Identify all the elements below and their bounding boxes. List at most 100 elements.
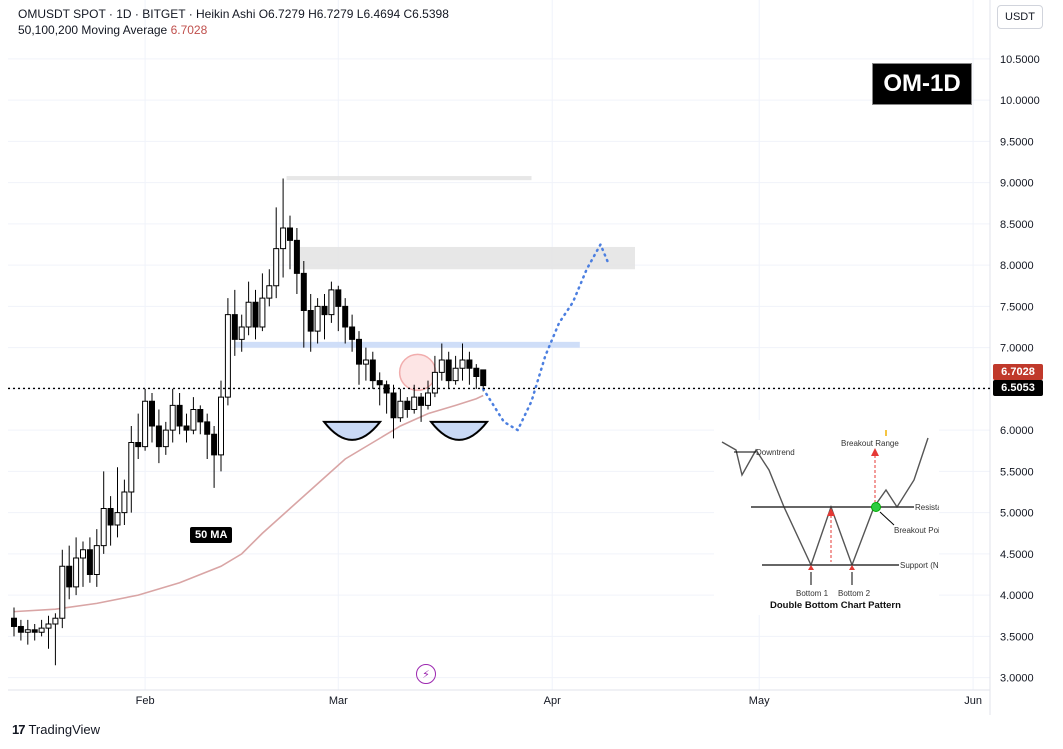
price-tick-label: 8.0000 [1000, 260, 1034, 272]
candle-body-down [473, 367, 480, 377]
candle [438, 343, 445, 381]
candle [425, 380, 431, 410]
candle [259, 273, 266, 332]
candle-body-down [287, 227, 293, 241]
candle [287, 215, 293, 270]
candle-body-down [369, 359, 376, 382]
price-tick-label: 6.0000 [1000, 425, 1034, 437]
price-zones [234, 176, 635, 348]
candle [293, 228, 300, 294]
candle-body-down [376, 380, 383, 386]
diagram-resistance-label: Resistance [915, 503, 939, 512]
diagram-price-path [721, 437, 929, 568]
candle-body-down [204, 421, 211, 435]
candle [238, 314, 245, 352]
ma-legend-label: 50,100,200 Moving Average [18, 23, 168, 37]
ma-legend-value: 6.7028 [170, 23, 208, 37]
candle [321, 294, 328, 340]
candle-body-down [252, 301, 259, 328]
candle-body-up [459, 359, 466, 369]
candle-body-down [176, 404, 183, 427]
candle-body-up [259, 297, 266, 328]
candle-body-up [266, 285, 273, 299]
candle-body-down [17, 625, 24, 633]
candle-body-up [238, 326, 245, 340]
candle [183, 413, 190, 443]
candle-body-up [142, 400, 149, 448]
candle [197, 405, 204, 435]
moving-average-layer [13, 394, 484, 613]
projection-layer [481, 241, 609, 432]
price-tick-label: 4.5000 [1000, 549, 1034, 561]
candle-body-down [66, 565, 73, 588]
double-bottom-diagram: Downtrend Breakout Range Resistance Brea… [714, 420, 967, 615]
diagram-svg: Downtrend Breakout Range Resistance Brea… [721, 430, 967, 611]
candle-body-up [431, 371, 438, 394]
candle-body-down [349, 326, 356, 340]
candle-body-down [197, 409, 204, 423]
candle [266, 269, 273, 307]
diagram-downtrend-label: Downtrend [756, 448, 795, 457]
diagram-top-marker [885, 430, 887, 436]
price-tick-label: 5.0000 [1000, 508, 1034, 520]
highlight-circle [398, 353, 437, 392]
candle [128, 426, 135, 513]
candle-body-up [452, 367, 459, 382]
candle-body-up [438, 359, 445, 373]
candle [149, 393, 155, 443]
bottom-2-arc [429, 420, 490, 441]
candle-body-down [342, 305, 349, 328]
ma-price-tag: 6.7028 [993, 364, 1043, 381]
candle [114, 467, 121, 538]
candle-body-up [218, 396, 224, 456]
time-tick-label: Mar [329, 695, 348, 707]
ticker-badge: OM-1D [872, 63, 972, 105]
candles-layer [11, 178, 487, 666]
candle [169, 388, 176, 443]
candle [362, 347, 369, 381]
diagram-breakout-point-dot [871, 502, 881, 512]
candle-body-up [73, 557, 80, 588]
candle-body-down [86, 549, 93, 575]
candle [397, 388, 404, 422]
candle [24, 619, 31, 645]
candle [17, 619, 24, 641]
chart-legend: OMUSDT SPOT · 1D · BITGET · Heikin Ashi … [18, 6, 449, 38]
candle [155, 409, 162, 464]
candle-body-up [362, 359, 369, 365]
candle [121, 479, 128, 525]
time-tick-label: Jun [964, 695, 982, 707]
tradingview-footer[interactable]: 17 TradingView [12, 722, 100, 737]
diagram-range-arrowhead-2 [871, 448, 879, 456]
price-tick-label: 9.5000 [1000, 136, 1034, 148]
candle-body-up [190, 409, 197, 431]
resistance-zone [296, 246, 635, 270]
candle-body-down [107, 508, 114, 526]
candle-body-down [211, 433, 218, 456]
candle [356, 331, 362, 385]
diagram-bottom1-marker [808, 565, 814, 570]
flash-icon[interactable]: ⚡ [416, 664, 436, 684]
ma-legend-line: 50,100,200 Moving Average 6.7028 [18, 22, 449, 38]
candle [59, 549, 66, 629]
candle-body-up [52, 617, 59, 625]
candle-body-down [404, 400, 411, 410]
candle [31, 624, 38, 641]
candle-body-up [24, 629, 31, 633]
candle [245, 281, 252, 336]
candle-body-up [59, 565, 66, 619]
diagram-bottom1-label: Bottom 1 [796, 589, 829, 598]
time-axis[interactable]: Feb Mar Apr May Jun [136, 695, 982, 707]
candle-body-up [169, 404, 176, 431]
candle-body-down [11, 617, 17, 627]
candle [383, 380, 390, 414]
candle [93, 529, 100, 587]
candle [445, 351, 452, 389]
candle [280, 178, 287, 278]
candle-body-down [155, 425, 162, 448]
candle [73, 537, 80, 596]
candle [211, 426, 218, 488]
candle-body-up [121, 491, 128, 514]
currency-button[interactable]: USDT [997, 5, 1043, 29]
